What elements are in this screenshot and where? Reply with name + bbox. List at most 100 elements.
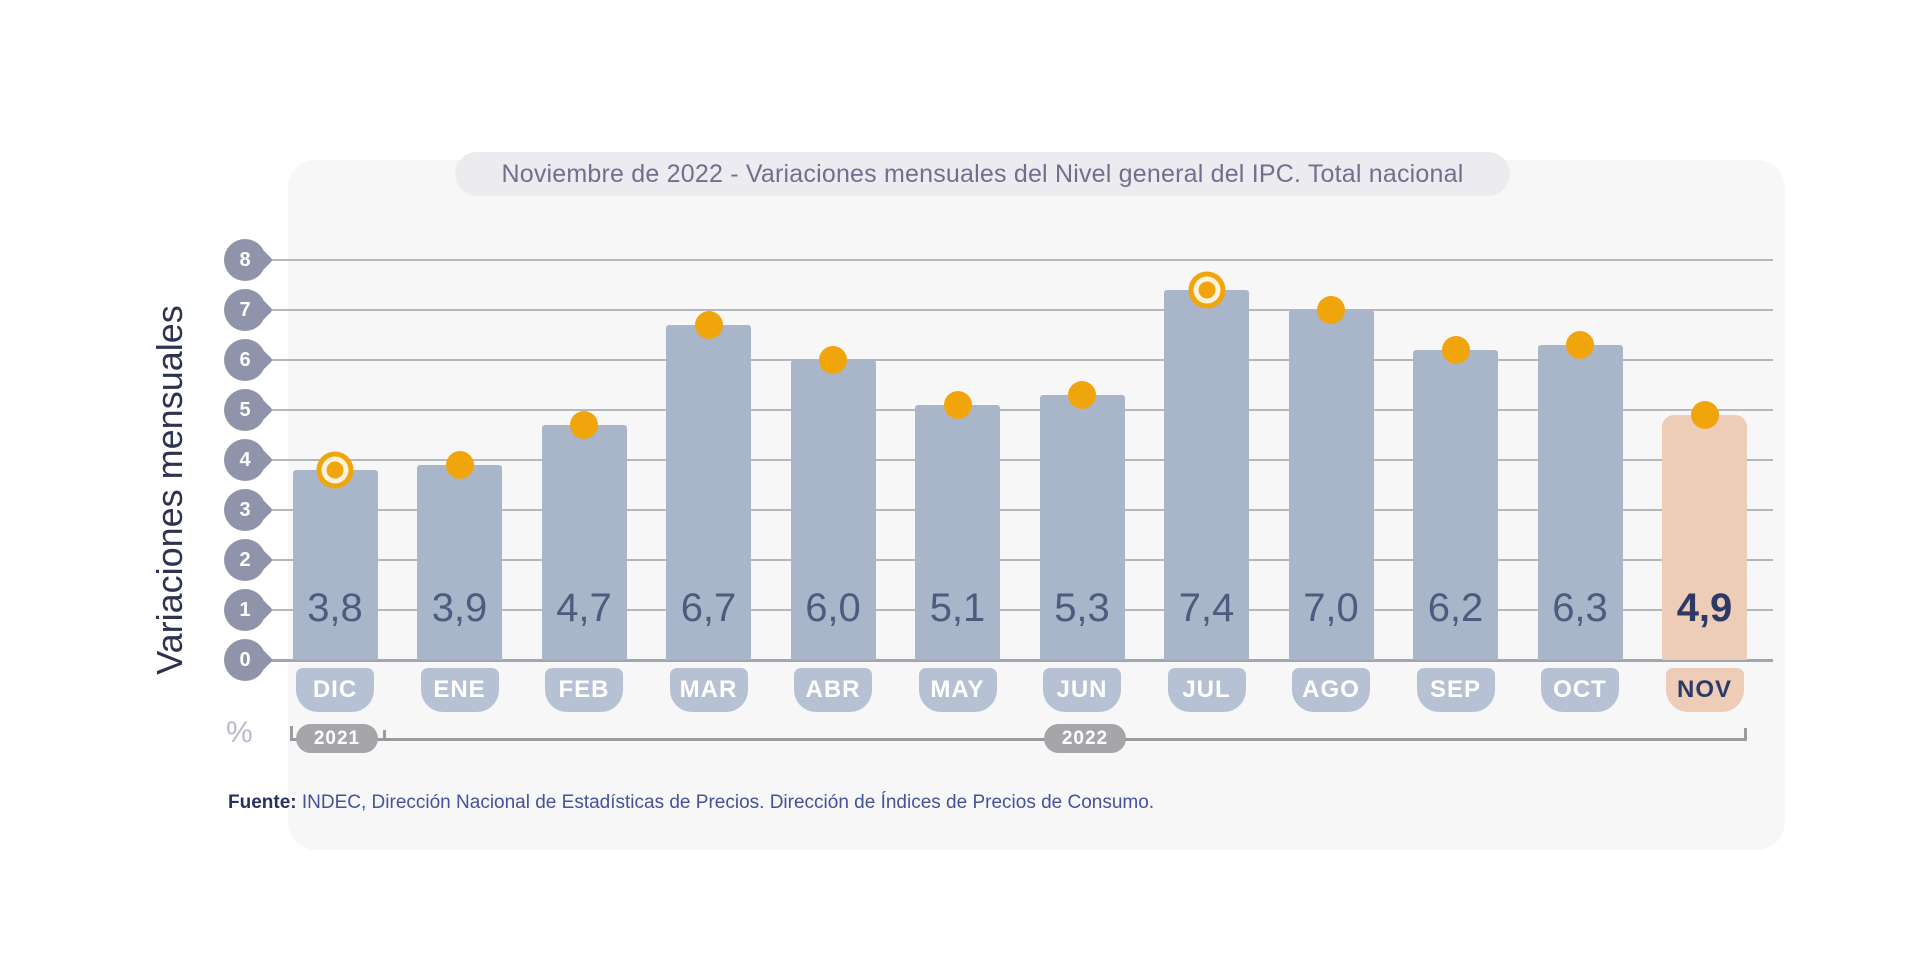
bar-value-mar: 6,7 — [680, 586, 737, 630]
data-point-jul — [1198, 281, 1215, 299]
year-pill-2022: 2022 — [1044, 724, 1126, 753]
source-note: Fuente: INDEC, Dirección Nacional de Est… — [228, 792, 1154, 814]
month-text-sep: SEP — [1429, 676, 1482, 703]
month-label-sep: SEP — [1416, 668, 1495, 712]
year-label-2021: 2021 — [313, 727, 361, 749]
bar-nov — [1662, 415, 1747, 660]
month-label-may: MAY — [918, 668, 997, 712]
gridline-0 — [270, 659, 1773, 662]
chart-panel-background — [288, 160, 1785, 850]
y-tick-label-5: 5 — [239, 398, 251, 421]
bar-ene — [417, 465, 502, 660]
source-label: Fuente: — [228, 792, 297, 813]
month-text-abr: ABR — [805, 676, 861, 703]
month-text-feb: FEB — [558, 676, 610, 703]
y-tick-pin-2: 2 — [224, 539, 266, 581]
bar-value-sep: 6,2 — [1427, 586, 1484, 630]
data-point-may — [943, 391, 972, 419]
bar-value-may: 5,1 — [929, 586, 986, 630]
bar-value-jun: 5,3 — [1054, 586, 1110, 630]
data-point-sep — [1441, 336, 1470, 364]
month-text-ago: AGO — [1302, 676, 1360, 703]
y-tick-label-3: 3 — [239, 498, 251, 521]
gridline-4 — [270, 459, 1773, 461]
month-text-mar: MAR — [679, 676, 738, 703]
bar-value-feb: 4,7 — [556, 586, 612, 630]
month-text-oct: OCT — [1553, 676, 1607, 703]
y-tick-label-8: 8 — [239, 248, 251, 271]
data-point-jun — [1068, 381, 1096, 409]
month-text-nov: NOV — [1676, 676, 1732, 703]
data-point-dic — [326, 461, 344, 479]
chart-title-pill: Noviembre de 2022 - Variaciones mensuale… — [455, 152, 1510, 196]
bar-jul — [1164, 290, 1249, 660]
year-bracket-line — [290, 738, 1747, 741]
y-tick-label-6: 6 — [239, 348, 251, 371]
gridline-3 — [270, 509, 1773, 511]
bar-feb — [541, 425, 627, 660]
bar-ago — [1288, 310, 1374, 660]
bar-abr — [790, 360, 876, 660]
bar-jun — [1039, 395, 1125, 660]
bar-value-ene: 3,9 — [431, 586, 488, 630]
year-bracket-tick-mid — [383, 730, 386, 741]
year-bracket-tick-right — [1744, 728, 1747, 741]
y-tick-label-0: 0 — [239, 648, 251, 671]
chart-title: Noviembre de 2022 - Variaciones mensuale… — [501, 159, 1464, 188]
bar-dic — [292, 470, 378, 660]
data-point-abr — [819, 346, 847, 374]
y-tick-label-7: 7 — [239, 298, 251, 321]
bar-value-dic: 3,8 — [307, 586, 363, 630]
month-label-ene: ENE — [420, 668, 499, 712]
y-tick-pin-3: 3 — [224, 489, 266, 531]
bar-oct — [1537, 345, 1623, 660]
month-text-ene: ENE — [433, 676, 486, 703]
bar-value-oct: 6,3 — [1552, 586, 1608, 630]
year-label-2022: 2022 — [1061, 727, 1109, 749]
month-text-jul: JUL — [1182, 676, 1231, 703]
data-point-feb — [570, 411, 598, 439]
y-tick-pin-8: 8 — [224, 239, 266, 281]
month-label-nov: NOV — [1665, 668, 1744, 712]
year-bracket-tick-left — [290, 726, 293, 741]
month-label-feb: FEB — [545, 668, 623, 712]
data-point-ago — [1317, 296, 1345, 324]
bar-value-nov: 4,9 — [1676, 586, 1733, 630]
gridline-5 — [270, 409, 1773, 411]
y-tick-pin-7: 7 — [224, 289, 266, 331]
y-tick-label-1: 1 — [239, 598, 251, 621]
y-tick-label-2: 2 — [239, 548, 251, 571]
month-text-dic: DIC — [312, 676, 358, 703]
y-tick-pin-0: 0 — [224, 639, 266, 681]
y-axis-title: Variaciones mensuales — [149, 305, 190, 675]
gridline-7 — [270, 309, 1773, 311]
y-tick-label-4: 4 — [239, 448, 251, 471]
source-text: INDEC, Dirección Nacional de Estadística… — [296, 792, 1155, 813]
bar-mar — [666, 325, 751, 660]
y-tick-pin-1: 1 — [224, 589, 266, 631]
month-label-jul: JUL — [1167, 668, 1246, 712]
month-label-dic: DIC — [296, 668, 374, 712]
month-label-jun: JUN — [1043, 668, 1121, 712]
month-label-abr: ABR — [794, 668, 872, 712]
gridline-8 — [270, 259, 1773, 261]
month-label-oct: OCT — [1541, 668, 1619, 712]
y-tick-pin-6: 6 — [224, 339, 266, 381]
bar-sep — [1413, 350, 1498, 660]
bar-may — [915, 405, 1000, 660]
bar-value-jul: 7,4 — [1178, 586, 1235, 630]
y-tick-pin-5: 5 — [224, 389, 266, 431]
year-pill-2021: 2021 — [296, 724, 378, 753]
data-point-nov — [1690, 401, 1719, 429]
month-label-mar: MAR — [669, 668, 748, 712]
y-tick-pin-4: 4 — [224, 439, 266, 481]
month-text-jun: JUN — [1056, 676, 1108, 703]
bar-value-abr: 6,0 — [805, 586, 861, 630]
month-text-may: MAY — [930, 676, 985, 703]
month-label-ago: AGO — [1292, 668, 1370, 712]
gridline-6 — [270, 359, 1773, 361]
data-point-mar — [694, 311, 723, 339]
bar-value-ago: 7,0 — [1303, 586, 1359, 630]
gridline-2 — [270, 559, 1773, 561]
